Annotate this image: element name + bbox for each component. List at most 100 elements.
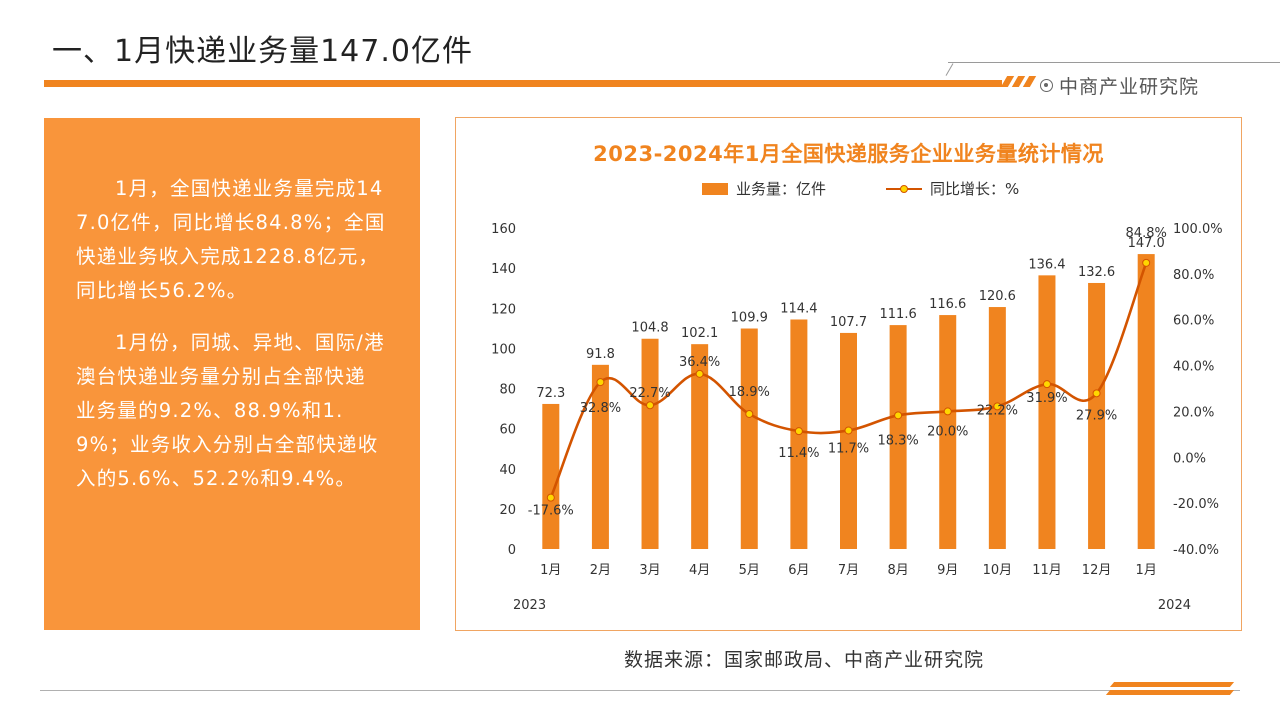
growth-value-label: 84.8% <box>1126 226 1167 241</box>
growth-marker <box>794 427 803 436</box>
bar-value-label: 136.4 <box>1028 257 1065 272</box>
y2-tick-label: 60.0% <box>1173 314 1214 329</box>
x-tick-label: 7月 <box>838 563 859 578</box>
bar <box>988 307 1006 549</box>
y-tick-label: 80 <box>499 383 516 398</box>
growth-marker <box>1142 258 1151 267</box>
x-tick-label: 1月 <box>540 563 561 578</box>
bar-value-label: 111.6 <box>880 307 917 322</box>
y-tick-label: 100 <box>491 342 516 357</box>
title-underline <box>44 80 1002 87</box>
bar <box>1137 254 1155 550</box>
chart-legend: 业务量：亿件 同比增长：% <box>702 178 1019 199</box>
bar <box>1038 275 1056 549</box>
y2-tick-label: 0.0% <box>1173 451 1206 466</box>
y2-tick-label: -40.0% <box>1173 543 1219 558</box>
bar <box>740 328 758 549</box>
bar-value-label: 116.6 <box>929 297 966 312</box>
header-divider-slant <box>945 63 954 76</box>
growth-value-label: 11.7% <box>828 441 869 456</box>
growth-marker <box>1042 380 1051 389</box>
y-tick-label: 140 <box>491 262 516 277</box>
x-tick-label: 5月 <box>739 563 760 578</box>
brand-logo: 中商产业研究院 <box>1040 72 1199 99</box>
legend-swatch-bar <box>702 182 728 195</box>
bar-value-label: 72.3 <box>536 386 565 401</box>
bar <box>889 325 907 549</box>
legend-swatch-line <box>886 183 923 195</box>
summary-paragraph-1: 1月，全国快递业务量完成147.0亿件，同比增长84.8%；全国快递业务收入完成… <box>76 177 386 302</box>
footer-divider-line <box>40 690 1240 691</box>
year-label-end: 2024 <box>1158 598 1191 613</box>
x-tick-label: 8月 <box>887 563 908 578</box>
bar-value-label: 109.9 <box>731 311 768 326</box>
bar-value-label: 114.4 <box>780 301 817 316</box>
growth-value-label: 18.9% <box>729 385 770 400</box>
legend-label-growth: 同比增长：% <box>930 180 1020 198</box>
x-tick-label: 12月 <box>1082 563 1112 578</box>
bar-value-label: 104.8 <box>631 321 668 336</box>
bar <box>939 315 957 549</box>
x-tick-label: 1月 <box>1136 563 1157 578</box>
y2-tick-label: 20.0% <box>1173 405 1214 420</box>
y-tick-label: 60 <box>499 423 516 438</box>
growth-value-label: 31.9% <box>1026 391 1067 406</box>
data-source: 数据来源：国家邮政局、中商产业研究院 <box>624 649 985 671</box>
growth-value-label: 11.4% <box>778 446 819 461</box>
y-tick-label: 120 <box>491 302 516 317</box>
growth-value-label: 32.8% <box>580 401 621 416</box>
summary-paragraph-2: 1月份，同城、异地、国际/港澳台快递业务量分别占全部快递业务量的9.2%、88.… <box>76 331 385 490</box>
year-label-start: 2023 <box>513 598 546 613</box>
chart-plot: 0 20 40 60 80 100 120 140 160 -40.0% -20.0% 0.0% 20.… <box>491 222 1223 613</box>
growth-value-label: 18.3% <box>877 433 918 448</box>
bar <box>542 403 560 549</box>
y-tick-label: 20 <box>499 503 516 518</box>
bar <box>591 364 609 549</box>
bar <box>691 344 709 549</box>
growth-marker <box>546 493 555 502</box>
growth-value-label: 20.0% <box>927 424 968 439</box>
growth-marker <box>894 411 903 420</box>
header-divider-line <box>948 62 1280 63</box>
chart-title: 2023-2024年1月全国快递服务企业业务量统计情况 <box>593 142 1104 166</box>
y-tick-label: 0 <box>508 543 516 558</box>
y2-tick-label: 80.0% <box>1173 268 1214 283</box>
bar-value-label: 132.6 <box>1078 265 1115 280</box>
bar <box>840 332 857 549</box>
growth-value-label: 36.4% <box>679 355 720 370</box>
brand-name: 中商产业研究院 <box>1059 76 1200 98</box>
x-tick-label: 2月 <box>590 563 611 578</box>
growth-marker <box>646 401 655 410</box>
y-tick-label: 40 <box>499 463 516 478</box>
growth-value-label: -17.6% <box>528 504 574 519</box>
bar-value-label: 120.6 <box>979 289 1016 304</box>
bar-value-label: 102.1 <box>681 326 718 341</box>
legend-item-volume: 业务量：亿件 <box>702 178 826 199</box>
x-tick-label: 4月 <box>689 563 710 578</box>
brand-circle-icon <box>1040 79 1053 92</box>
growth-marker <box>993 402 1002 411</box>
growth-marker <box>745 409 754 418</box>
chart-container: 0 20 40 60 80 100 120 140 160 -40.0% -20.0% 0.0% 20.… <box>455 117 1242 631</box>
bar-value-label: 147.0 <box>1128 236 1165 251</box>
x-tick-label: 6月 <box>788 563 809 578</box>
growth-value-label: 22.7% <box>629 386 670 401</box>
x-tick-label: 10月 <box>983 563 1013 578</box>
growth-marker <box>1092 389 1101 398</box>
y-tick-label: 160 <box>491 222 516 237</box>
growth-marker <box>943 407 952 416</box>
bar <box>1088 282 1106 549</box>
growth-marker <box>844 426 853 435</box>
legend-item-growth: 同比增长：% <box>886 178 1019 199</box>
legend-label-volume: 业务量：亿件 <box>736 180 827 198</box>
x-tick-label: 9月 <box>937 563 958 578</box>
x-tick-label: 11月 <box>1032 563 1062 578</box>
bar <box>641 338 659 549</box>
growth-marker <box>695 369 704 378</box>
growth-value-label: 22.2% <box>977 403 1018 418</box>
growth-marker <box>596 378 605 387</box>
y2-tick-label: -20.0% <box>1173 497 1219 512</box>
y2-tick-label: 100.0% <box>1173 222 1223 237</box>
bar-value-label: 91.8 <box>586 347 615 362</box>
growth-value-label: 27.9% <box>1076 408 1117 423</box>
